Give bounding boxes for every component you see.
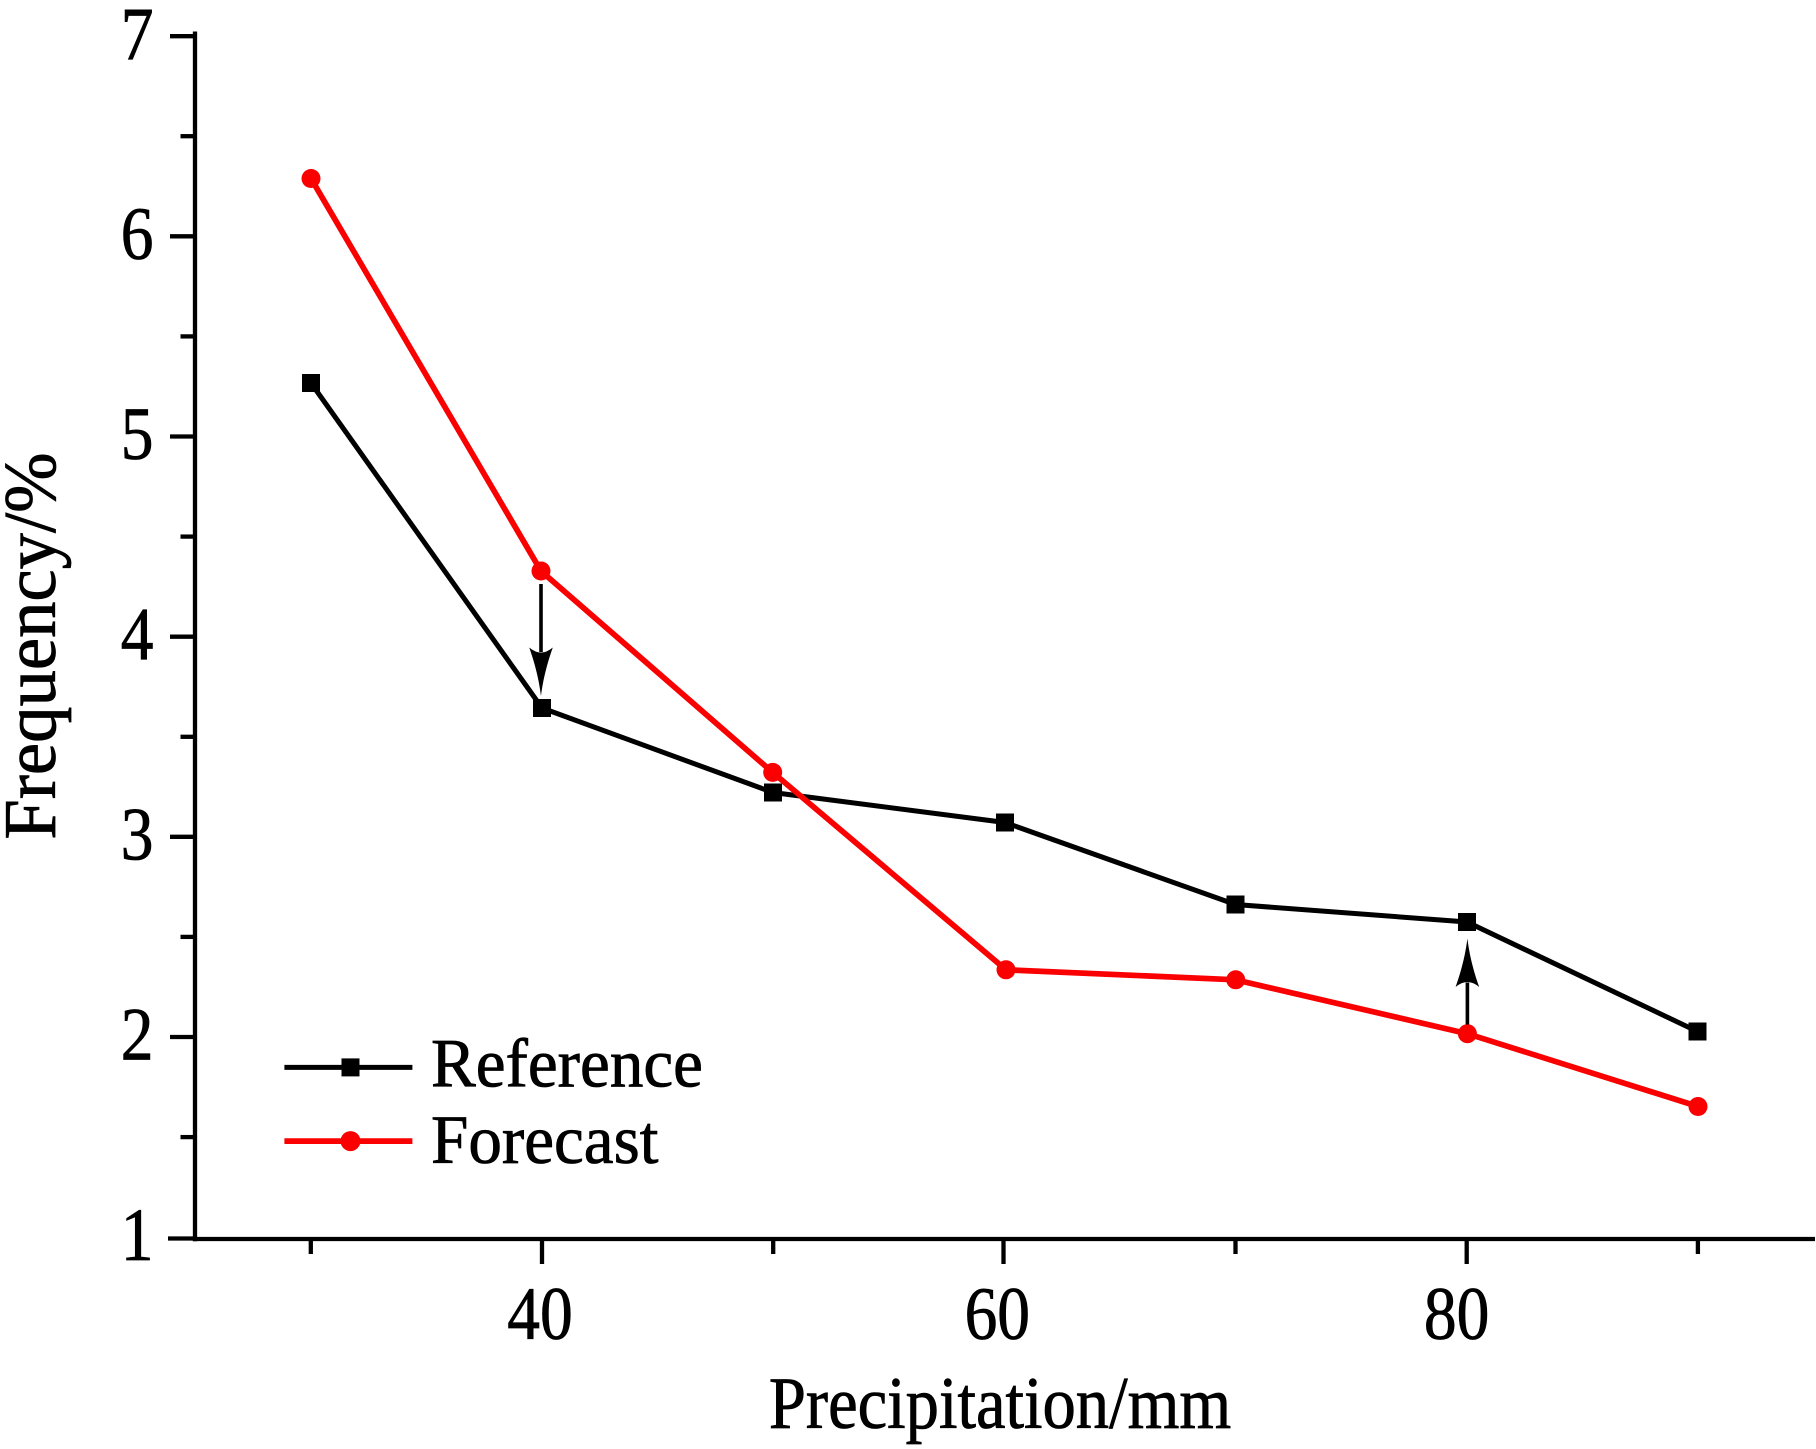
svg-text:60: 60	[965, 1273, 1030, 1356]
svg-text:80: 80	[1424, 1273, 1489, 1356]
svg-text:Forecast: Forecast	[431, 1102, 659, 1178]
svg-text:7: 7	[121, 0, 154, 76]
svg-text:Frequency/%: Frequency/%	[0, 452, 71, 839]
svg-text:3: 3	[121, 793, 154, 876]
svg-text:5: 5	[121, 393, 154, 476]
svg-text:6: 6	[121, 193, 154, 276]
svg-text:Reference: Reference	[431, 1026, 703, 1102]
svg-text:2: 2	[121, 994, 154, 1077]
svg-text:40: 40	[507, 1273, 572, 1356]
svg-text:Precipitation/mm: Precipitation/mm	[769, 1363, 1231, 1445]
svg-text:1: 1	[121, 1194, 154, 1277]
svg-text:4: 4	[121, 593, 154, 676]
